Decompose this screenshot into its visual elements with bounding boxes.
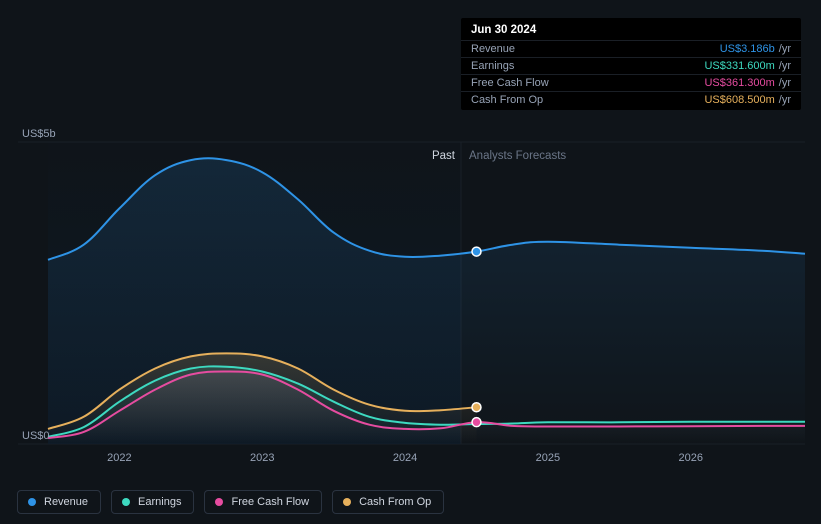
y-axis-tick-label: US$0	[22, 430, 50, 442]
x-axis-tick-label: 2024	[393, 452, 417, 464]
x-axis-tick-label: 2023	[250, 452, 274, 464]
legend-item-cash_from_op[interactable]: Cash From Op	[332, 490, 444, 514]
tooltip-row: Cash From Op US$608.500m/yr	[461, 91, 801, 108]
tooltip-row-value: US$361.300m	[704, 77, 774, 89]
legend-swatch	[122, 498, 130, 506]
x-axis-tick-label: 2026	[678, 452, 702, 464]
legend-label: Revenue	[44, 496, 88, 508]
tooltip-row-label: Revenue	[471, 43, 515, 55]
legend-item-revenue[interactable]: Revenue	[17, 490, 101, 514]
legend-item-earnings[interactable]: Earnings	[111, 490, 194, 514]
tooltip-date: Jun 30 2024	[461, 24, 801, 40]
legend-swatch	[28, 498, 36, 506]
x-axis-tick-label: 2022	[107, 452, 131, 464]
hover-marker-revenue	[472, 247, 481, 256]
tooltip-row-unit: /yr	[779, 60, 791, 72]
hover-marker-cash_from_op	[472, 403, 481, 412]
x-axis-tick-label: 2025	[536, 452, 560, 464]
tooltip-row-label: Free Cash Flow	[471, 77, 549, 89]
legend-swatch	[343, 498, 351, 506]
legend-label: Cash From Op	[359, 496, 431, 508]
section-label-past: Past	[432, 150, 455, 162]
tooltip-row: Free Cash Flow US$361.300m/yr	[461, 74, 801, 91]
tooltip-row-label: Earnings	[471, 60, 514, 72]
legend-label: Free Cash Flow	[231, 496, 309, 508]
tooltip-row: Earnings US$331.600m/yr	[461, 57, 801, 74]
section-label-forecast: Analysts Forecasts	[469, 150, 566, 162]
chart-tooltip: Jun 30 2024 Revenue US$3.186b/yr Earnings U…	[461, 18, 801, 110]
legend-label: Earnings	[138, 496, 181, 508]
y-axis-tick-label: US$5b	[22, 128, 56, 140]
tooltip-row-unit: /yr	[779, 94, 791, 106]
tooltip-row: Revenue US$3.186b/yr	[461, 40, 801, 57]
financials-chart: US$5b US$0 2022 2023 2024 2025 2026 Past Analy…	[0, 0, 821, 524]
hover-marker-fcf	[472, 418, 481, 427]
tooltip-row-value: US$608.500m	[704, 94, 774, 106]
legend-swatch	[215, 498, 223, 506]
tooltip-row-unit: /yr	[779, 43, 791, 55]
legend-item-fcf[interactable]: Free Cash Flow	[204, 490, 322, 514]
chart-legend: Revenue Earnings Free Cash Flow Cash From O…	[17, 490, 444, 514]
tooltip-row-value: US$3.186b	[720, 43, 775, 55]
tooltip-row-unit: /yr	[779, 77, 791, 89]
tooltip-row-value: US$331.600m	[704, 60, 774, 72]
tooltip-row-label: Cash From Op	[471, 94, 543, 106]
